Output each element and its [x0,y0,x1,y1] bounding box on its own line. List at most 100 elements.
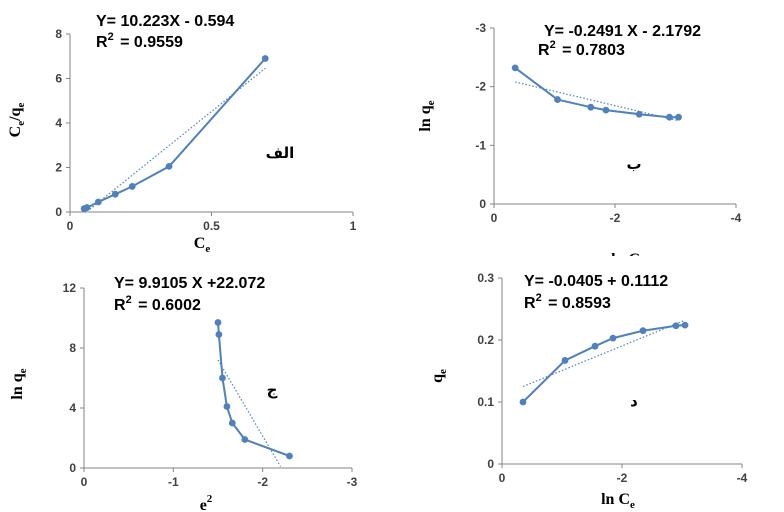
data-point [128,183,136,190]
y-tick-label: 0 [55,205,62,219]
y-tick-label: 4 [69,401,76,415]
r-squared-exponent: 2 [536,292,542,304]
chart-jim: 0 -1 -2 -3 0 4 8 12 Y= 9.9105 X +22.072 R2 = 0.60… [9,275,358,512]
trendline [522,319,686,388]
y-axis-title-group: qe [429,369,449,383]
data-point [219,374,226,382]
r-squared-value: = 0.7803 [558,42,625,59]
r-squared-exponent: 2 [550,39,556,51]
x-tick-label: 0 [81,475,88,489]
y-tick-label: 6 [55,72,62,86]
data-point [639,327,647,335]
y-axis-title-group: ln qe [9,368,29,399]
x-tick-label: -2 [617,471,628,485]
x-axis-title-main: e [200,497,207,512]
data-point [286,452,293,460]
x-axis-title-subscript: e [205,243,210,255]
data-point [681,321,689,329]
r-squared-label: R2 = 0.6002 [114,294,201,314]
x-axis-title: ln Ce [611,251,645,256]
x-tick-label: 0 [67,219,74,233]
r-squared-label: R2 = 0.9559 [96,31,183,51]
x-tick-label: -4 [731,211,742,225]
y-axis-title-tail: /q [7,107,24,121]
equation-label: Y= 9.9105 X +22.072 [114,275,265,292]
y-tick-label: 12 [63,281,77,295]
trendline [217,359,282,467]
data-point [609,334,617,342]
data-point [519,398,527,406]
data-point [672,322,680,330]
y-axis-title-group: ln qe [417,100,437,131]
x-tick-label: 1 [350,219,357,233]
r-squared-symbol: R [538,42,550,59]
data-point [602,106,610,114]
x-tick-label: -1 [168,475,179,489]
data-point [635,110,643,118]
x-axis-title: e2 [200,493,213,512]
data-point [215,331,223,338]
series-line [522,324,686,403]
panel-tag: د [630,392,638,410]
data-point [228,419,236,427]
r-squared-value: = 0.9559 [116,34,183,51]
panel-tag: ب [626,155,641,173]
data-point [214,319,222,326]
x-tick-label: -3 [347,475,358,489]
panel-tag: ج [267,381,278,399]
data-point [261,55,269,62]
x-tick-label: -2 [257,475,268,489]
y-tick-label: 0.3 [477,271,494,285]
x-axis-title: ln Ce [601,491,635,511]
x-tick-label: -4 [737,471,748,485]
r-squared-symbol: R [96,34,108,51]
y-tick-label: 0 [69,461,76,475]
x-axis-title-subscript: e [630,499,635,511]
data-point [241,436,249,443]
y-axis-title-main: ln q [9,373,26,399]
y-axis-title-main: q [429,374,446,383]
panel-tag: الف [266,144,295,162]
chart-dal: 0 -2 -4 0 0.1 0.2 0.3 Y= -0.0405 + 0.1112 R2 = 0… [429,271,748,511]
r-squared-symbol: R [524,295,536,312]
data-point [675,113,682,121]
data-point [561,357,569,364]
y-axis-title-subscript: e [437,369,449,374]
x-axis-title-superscript: 2 [207,493,213,505]
x-axis-title-main: C [194,235,206,252]
y-axis-title-group: Ce/qe [7,103,27,138]
data-point [554,96,561,103]
x-axis-title-main: ln C [611,251,640,256]
x-tick-label: 0 [499,471,506,485]
panel-dal: 0 -2 -4 0 0.1 0.2 0.3 Y= -0.0405 + 0.1112 R2 = 0… [392,256,784,512]
y-axis-title-tail-subscript: e [15,103,27,108]
y-tick-label: 0 [479,197,486,211]
y-axis-title-subscript: e [17,368,29,373]
y-axis-title-main: C [7,126,24,138]
panel-alef: 0 0.5 1 0 2 4 6 8 Y= 10.223X - 0.594 R2 = 0.9559 ا… [0,0,392,256]
y-tick-label: 4 [55,116,62,130]
x-axis-title-main: ln C [601,491,630,508]
data-point [591,342,599,350]
series-line [217,322,290,457]
y-axis-title: qe [429,369,449,383]
data-point [587,103,595,111]
x-tick-label: 0.5 [203,219,220,233]
y-axis-title-subscript: e [15,121,27,126]
data-point [666,113,673,121]
equation-label: Y= -0.0405 + 0.1112 [524,273,668,290]
data-point [165,162,173,170]
y-tick-label: 2 [55,161,62,175]
y-axis-title: ln qe [417,100,437,131]
y-tick-label: -1 [475,138,486,152]
y-tick-label: 8 [69,341,76,355]
x-tick-label: -2 [610,211,621,225]
r-squared-exponent: 2 [108,31,114,43]
y-tick-label: 0.2 [477,333,494,347]
r-squared-label: R2 = 0.8593 [524,292,611,312]
y-axis-title-subscript: e [425,100,437,105]
data-point [83,204,91,211]
